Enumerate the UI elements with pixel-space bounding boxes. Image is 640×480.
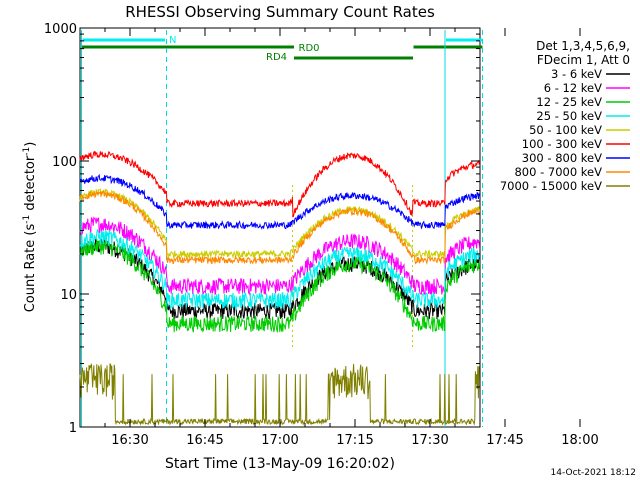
y-tick-label: 1000 [44,22,77,37]
legend-header-line-2: FDecim 1, Att 0 [537,53,630,67]
y-label-part: detector [23,155,38,215]
series-line [79,229,480,311]
legend-entry-label: 12 - 25 keV [536,95,602,109]
legend: Det 1,3,4,5,6,9, FDecim 1, Att 0 3 - 6 k… [500,39,630,193]
y-label-sup1: -1 [22,215,32,224]
y-label-end: ) [23,142,38,147]
n-flag-label: N [169,35,176,46]
legend-entry-label: 25 - 50 keV [536,109,602,123]
legend-entry-label: 3 - 6 keV [551,67,602,81]
x-axis-label: Start Time (13-May-09 16:20:02) [165,456,395,472]
y-tick-label: 1 [69,421,77,436]
x-tick-label: 18:00 [561,433,598,448]
series-line [79,363,480,426]
legend-entry-label: 6 - 12 keV [544,81,602,95]
x-tick-label: 17:30 [411,433,448,448]
x-tick-label: 17:15 [336,433,373,448]
y-label-part: Count Rate (s [23,224,38,313]
chart-title: RHESSI Observing Summary Count Rates [125,3,435,21]
y-axis-label: Count Rate (s-1 detector-1) [22,142,38,313]
rd4-flag-label: RD4 [266,52,287,63]
y-tick-label: 10 [60,288,77,303]
legend-entry-label: 100 - 300 keV [522,137,602,151]
series-line [79,190,480,266]
state-flags: N RD0 RD4 [81,35,483,63]
series-line [79,238,481,333]
x-tick-label: 17:45 [486,433,523,448]
y-tick-label: 100 [52,155,77,170]
legend-entry-label: 7000 - 15000 keV [500,179,602,193]
plot-frame [79,27,481,428]
generation-timestamp: 14-Oct-2021 18:12 [551,468,636,478]
legend-entry-label: 800 - 7000 keV [514,165,602,179]
series-line [79,150,481,218]
x-tick-label: 16:45 [186,433,223,448]
axes: 16:30 16:45 17:00 17:15 17:30 17:45 18:00 1 10 10… [44,22,599,448]
series-line [79,173,481,230]
y-label-sup2: -1 [22,147,32,156]
legend-entry-label: 300 - 800 keV [522,151,602,165]
x-tick-label: 16:30 [111,433,148,448]
series-line [79,216,481,296]
segment-boundaries [81,30,483,427]
x-tick-label: 17:00 [261,433,298,448]
legend-header-line-1: Det 1,3,4,5,6,9, [536,39,630,53]
series-lines [79,150,481,426]
legend-entry-label: 50 - 100 keV [529,123,602,137]
rd0-flag-label: RD0 [299,43,320,54]
series-line [79,188,481,259]
